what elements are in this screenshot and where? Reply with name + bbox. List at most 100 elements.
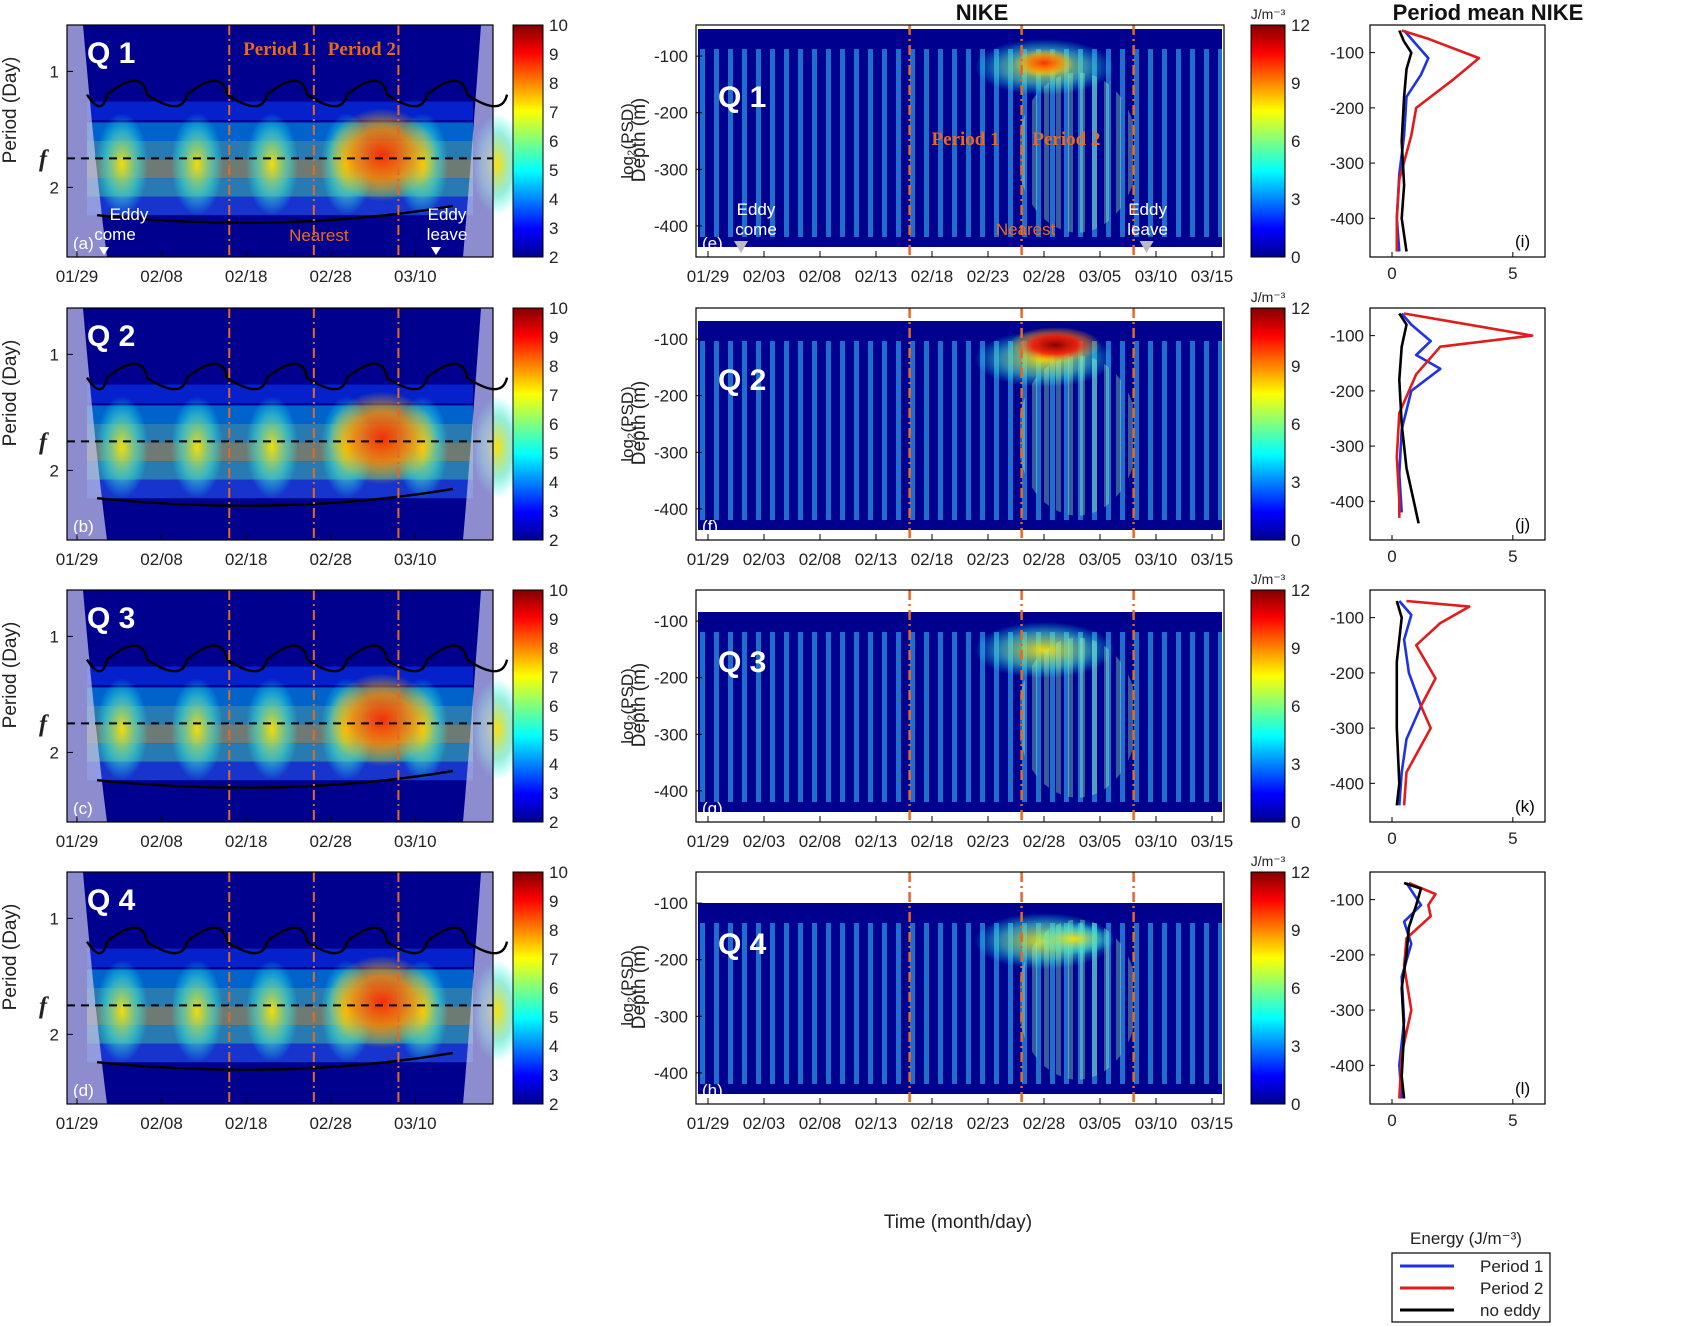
y-tick-label: 2 [50, 743, 59, 762]
y-tick-label: -200 [654, 387, 688, 406]
x-tick-label: 03/10 [394, 1114, 437, 1133]
y-tick-label: -200 [654, 951, 688, 970]
eddy-come-annotation: Eddy [110, 205, 149, 224]
y-tick-label: -400 [1330, 774, 1364, 793]
x-tick-label: 02/08 [140, 832, 183, 851]
eddy-come-marker [734, 241, 748, 253]
colorbar-tick-label: 4 [549, 755, 558, 774]
colorbar-tick-label: 7 [549, 386, 558, 405]
colorbar-tick-label: 5 [549, 444, 558, 463]
nike-colorbar [1250, 307, 1286, 541]
x-tick-label: 02/28 [309, 1114, 352, 1133]
x-tick-label: 03/10 [394, 267, 437, 286]
psd-hotspot [327, 391, 437, 485]
y-tick-label: 1 [50, 909, 59, 928]
cone-of-influence-left [67, 872, 107, 1104]
colorbar-tick-label: 7 [549, 950, 558, 969]
x-tick-label: 03/05 [1079, 1114, 1122, 1133]
x-tick-label: 02/28 [309, 267, 352, 286]
x-tick-label: 01/29 [56, 1114, 99, 1133]
nike-frame [695, 307, 1225, 541]
x-tick-label: 03/10 [1135, 267, 1178, 286]
colorbar-tick-label: 8 [549, 639, 558, 658]
cone-of-influence-left [67, 25, 107, 257]
x-tick-label: 03/15 [1191, 267, 1234, 286]
eddy-leave-marker [431, 247, 441, 255]
y-tick-label: -400 [654, 500, 688, 519]
y-tick-label: -400 [654, 782, 688, 801]
x-tick-label: 0 [1387, 264, 1396, 283]
y-tick-label: -300 [654, 160, 688, 179]
psd-blob [246, 396, 298, 499]
cone-of-influence-left [67, 590, 107, 822]
panel-letter: (k) [1515, 797, 1535, 816]
x-tick-label: 02/13 [855, 832, 898, 851]
colorbar-tick-label: 2 [549, 813, 558, 832]
nike-colorbar [1250, 871, 1286, 1105]
nike-panel: Q 1 (e) -100 -200 -300 -400 Depth (m) 01/29 02/0… [629, 6, 1310, 286]
energy-axis-label: Energy (J/m⁻³) [1410, 1229, 1522, 1248]
cone-of-influence-right [463, 25, 493, 257]
colorbar-tick-label: 5 [549, 161, 558, 180]
y-tick-label: -100 [1330, 44, 1364, 63]
colorbar-tick-label: 10 [549, 581, 568, 600]
psd-blob [246, 960, 298, 1063]
profile-line-no-eddy [1398, 29, 1413, 252]
x-tick-label: 02/03 [743, 832, 786, 851]
cone-of-influence-right [463, 872, 493, 1104]
colorbar-tick-label: 3 [549, 784, 558, 803]
x-tick-label: 01/29 [56, 267, 99, 286]
profile-panel: -100 -200 -300 -400 0 5 (j) [1330, 307, 1546, 566]
x-tick-label: 02/28 [1023, 550, 1066, 569]
significance-contour [96, 769, 454, 789]
x-tick-label: 03/10 [1135, 550, 1178, 569]
x-tick-label: 02/18 [225, 267, 268, 286]
colorbar-tick-label: 7 [549, 103, 558, 122]
eddy-come-annotation: come [735, 220, 777, 239]
period1-annotation: Period 1 [932, 129, 1000, 150]
x-tick-label: 03/10 [394, 550, 437, 569]
quadrant-label: Q 3 [87, 602, 135, 635]
x-tick-label: 01/29 [687, 267, 730, 286]
colorbar-tick-label: 2 [549, 248, 558, 267]
y-tick-label: -400 [654, 1064, 688, 1083]
colorbar-tick-label: 3 [1291, 1037, 1300, 1056]
psd-blob [96, 113, 148, 216]
nike-panel: Q 3 (g) -100 -200 -300 -400 Depth (m) 01/29 02/0… [629, 571, 1310, 851]
x-tick-label: 02/23 [967, 832, 1010, 851]
wavelet-colorbar [512, 871, 544, 1105]
x-tick-label: 02/13 [855, 267, 898, 286]
eddy-leave-marker [1139, 241, 1154, 253]
y-axis-label: Depth (m) [629, 945, 650, 1029]
colorbar-label: log₂(PSD) [618, 386, 637, 462]
y-tick-label: 2 [50, 178, 59, 197]
colorbar-tick-label: 9 [549, 892, 558, 911]
panel-letter: (a) [73, 234, 94, 253]
profile-line-period-1 [1398, 312, 1442, 513]
quadrant-label: Q 2 [718, 364, 766, 397]
nike-peak [1034, 923, 1114, 955]
colorbar-tick-label: 12 [1291, 16, 1310, 35]
significance-contour [96, 487, 454, 507]
x-tick-label: 02/08 [799, 267, 842, 286]
period2-annotation: Period 2 [328, 39, 396, 60]
quadrant-label: Q 2 [87, 320, 135, 353]
panel-letter: (d) [73, 1081, 94, 1100]
profile-panel: -100 -200 -300 -400 0 5 (l) [1330, 871, 1546, 1130]
y-tick-label: 1 [50, 62, 59, 81]
colorbar-tick-label: 4 [549, 1037, 558, 1056]
x-tick-label: 03/10 [394, 832, 437, 851]
legend: Period 1 Period 2 no eddy [1391, 1252, 1551, 1323]
colorbar-tick-label: 6 [1291, 415, 1300, 434]
legend-label-period2: Period 2 [1480, 1279, 1543, 1298]
colorbar-tick-label: 6 [1291, 697, 1300, 716]
y-axis-label: Period (Day) [0, 340, 21, 447]
eddy-leave-annotation: leave [1127, 220, 1168, 239]
psd-hotspot [327, 955, 437, 1049]
eddy-come-annotation: Eddy [737, 200, 776, 219]
colorbar-tick-label: 2 [549, 1095, 558, 1114]
eddy-come-annotation: come [94, 225, 136, 244]
